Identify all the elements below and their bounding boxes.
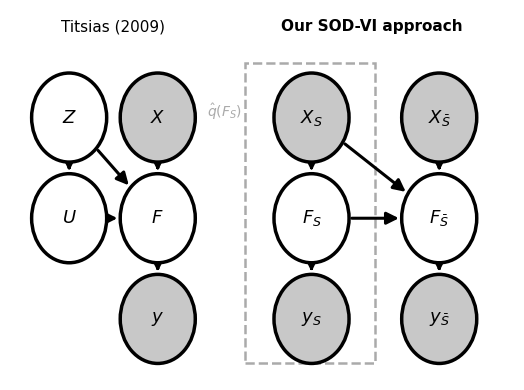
Ellipse shape (31, 73, 107, 162)
Text: $X_{\bar{S}}$: $X_{\bar{S}}$ (428, 108, 451, 128)
Ellipse shape (31, 174, 107, 263)
Text: $F_{\bar{S}}$: $F_{\bar{S}}$ (429, 208, 449, 228)
Ellipse shape (402, 73, 477, 162)
Text: $\hat{q}(F_S)$: $\hat{q}(F_S)$ (207, 102, 242, 122)
Text: $X_S$: $X_S$ (300, 108, 323, 128)
Text: $y_{\bar{S}}$: $y_{\bar{S}}$ (429, 310, 450, 328)
Ellipse shape (120, 275, 195, 363)
Ellipse shape (120, 174, 195, 263)
Text: Our SOD-VI approach: Our SOD-VI approach (281, 19, 462, 34)
Text: $F$: $F$ (151, 209, 164, 227)
Ellipse shape (120, 73, 195, 162)
Text: $X$: $X$ (150, 108, 166, 127)
Ellipse shape (402, 174, 477, 263)
Text: $F_S$: $F_S$ (301, 208, 322, 228)
Text: Titsias (2009): Titsias (2009) (61, 19, 166, 34)
Ellipse shape (274, 73, 349, 162)
Text: $y_S$: $y_S$ (301, 310, 322, 328)
Text: $Z$: $Z$ (62, 108, 77, 127)
Text: $U$: $U$ (62, 209, 77, 227)
Text: $y$: $y$ (151, 310, 165, 328)
Ellipse shape (274, 275, 349, 363)
Ellipse shape (402, 275, 477, 363)
Ellipse shape (274, 174, 349, 263)
